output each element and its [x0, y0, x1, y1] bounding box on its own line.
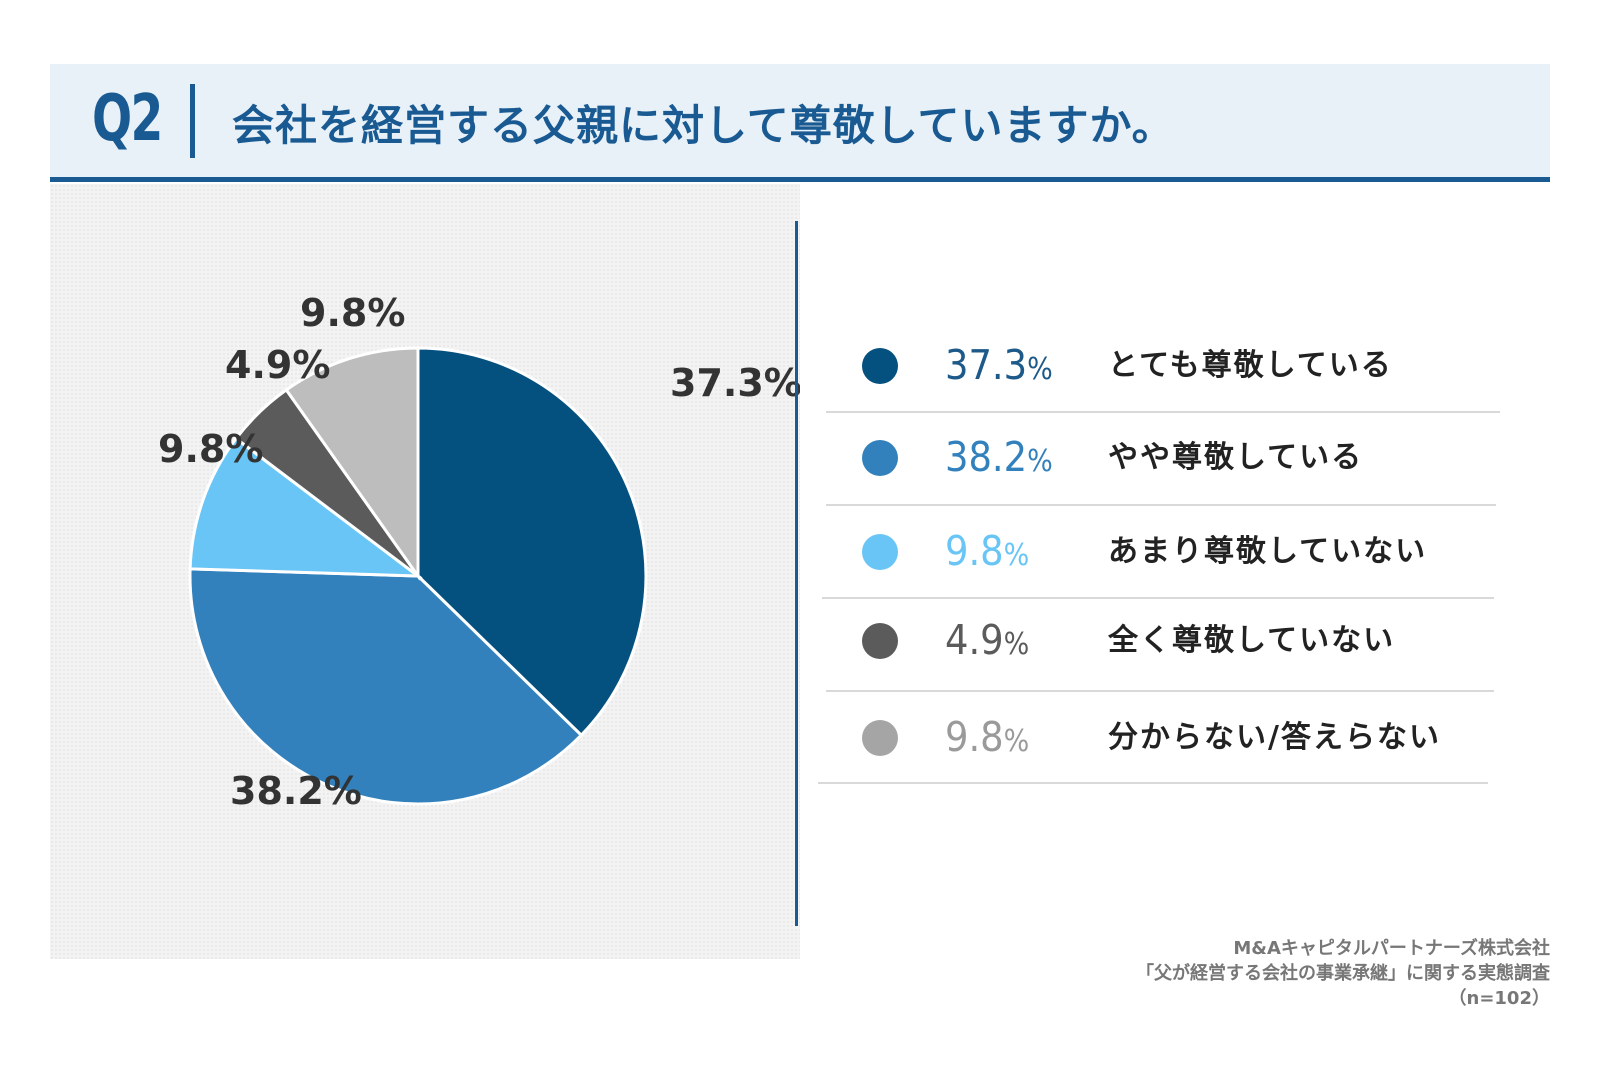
pie-data-label: 9.8%	[300, 291, 405, 335]
legend-percent-sign: %	[1003, 724, 1030, 759]
pie-data-label: 4.9%	[225, 343, 330, 387]
legend-label: 分からない/答えらない	[1108, 720, 1441, 755]
pie-slice	[188, 567, 584, 806]
legend-percent: 9.8%	[945, 717, 1029, 758]
pie-slice	[416, 346, 648, 738]
legend-percent-value: 9.8	[945, 527, 1004, 575]
legend-swatch	[862, 720, 898, 756]
legend-separator	[826, 690, 1494, 692]
pie-slice	[284, 346, 420, 581]
legend-label: やや尊敬している	[1108, 440, 1364, 475]
legend-percent-value: 37.3	[945, 341, 1028, 389]
legend-separator	[818, 782, 1488, 784]
pie-data-label: 37.3%	[670, 361, 800, 405]
header-divider	[190, 84, 195, 158]
legend-percent-sign: %	[1027, 352, 1053, 387]
legend-swatch	[862, 534, 898, 570]
vertical-divider	[795, 221, 798, 926]
legend-separator	[826, 411, 1500, 413]
source-sample: （n=102）	[1448, 988, 1550, 1009]
source-survey: 「父が経営する会社の事業承継」に関する実態調査	[1136, 963, 1550, 984]
pie-data-label: 38.2%	[230, 769, 362, 813]
legend-swatch	[862, 440, 898, 476]
legend-separator	[822, 597, 1494, 599]
legend-percent-value: 9.8	[945, 713, 1004, 761]
legend-swatch	[862, 348, 898, 384]
legend-percent: 4.9%	[945, 620, 1029, 661]
legend-separator	[826, 504, 1496, 506]
question-title: 会社を経営する父親に対して尊敬していますか。	[232, 101, 1175, 150]
legend-percent-sign: %	[1027, 444, 1053, 479]
legend-percent-value: 4.9	[945, 616, 1004, 664]
pie-data-label: 9.8%	[158, 427, 263, 471]
question-number: Q2	[92, 82, 163, 156]
source-company: M&Aキャピタルパートナーズ株式会社	[1233, 938, 1550, 959]
pie-chart: 37.3% 38.2% 9.8% 4.9% 9.8%	[158, 291, 800, 813]
legend-label: 全く尊敬していない	[1108, 623, 1396, 658]
legend-label: あまり尊敬していない	[1108, 534, 1428, 569]
pie-slice	[188, 436, 423, 578]
chart-panel: 37.3% 38.2% 9.8% 4.9% 9.8%	[50, 184, 800, 959]
question-header: Q2 会社を経営する父親に対して尊敬していますか。	[50, 64, 1550, 182]
legend-percent-sign: %	[1003, 627, 1030, 662]
legend-percent: 38.2%	[945, 437, 1053, 478]
legend-swatch	[862, 623, 898, 659]
legend-percent: 37.3%	[945, 345, 1053, 386]
legend-percent-sign: %	[1003, 538, 1030, 573]
source-note: M&Aキャピタルパートナーズ株式会社 「父が経営する会社の事業承継」に関する実態…	[1136, 936, 1550, 1011]
legend-percent: 9.8%	[945, 531, 1029, 572]
legend-label: とても尊敬している	[1108, 348, 1393, 383]
legend-percent-value: 38.2	[945, 433, 1028, 481]
